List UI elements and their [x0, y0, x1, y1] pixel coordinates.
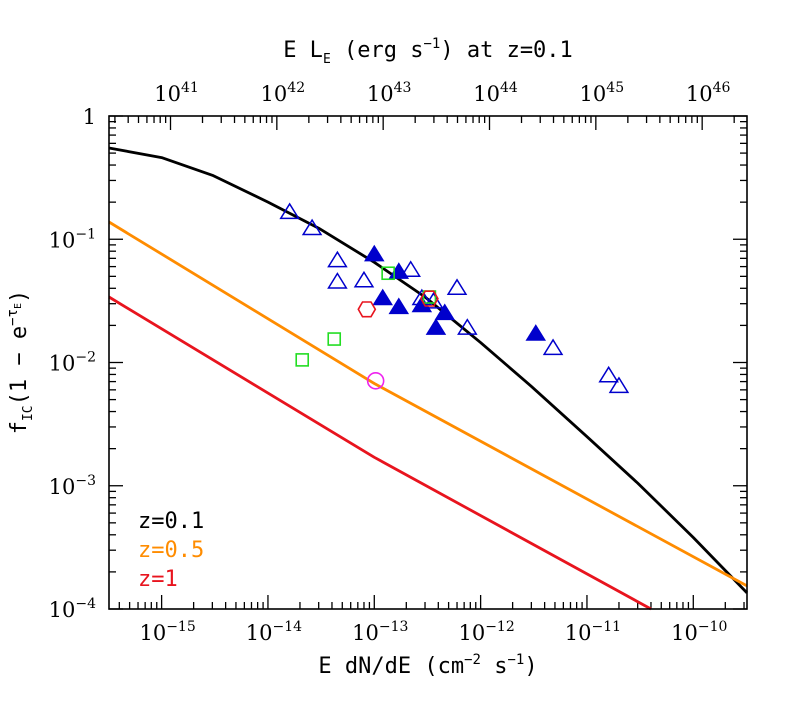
series-lines [108, 146, 749, 611]
x-tick-label: 10−13 [352, 619, 408, 645]
data-point-triangle-open [598, 365, 619, 383]
y-tick-label: 10−4 [49, 596, 96, 622]
series-line-z=0.5 [108, 220, 748, 588]
data-point-triangle-open [400, 260, 421, 277]
y-tick-label: 10−1 [49, 226, 96, 252]
data-point-square-open [295, 353, 310, 367]
series-line-z=1 [108, 295, 652, 611]
data-point-triangle-filled [425, 318, 447, 335]
data-point-triangle-open [279, 202, 300, 220]
data-point-triangle-filled [372, 288, 393, 306]
data-markers [279, 202, 630, 394]
data-point-triangle-open [327, 250, 348, 268]
top-tick-label: 1044 [473, 80, 518, 106]
data-point-triangle-open [457, 318, 478, 335]
x-tick-label: 10−10 [671, 619, 727, 645]
series-line-z=0.1 [108, 146, 749, 594]
data-point-triangle-filled [364, 244, 385, 262]
top-tick-label: 1046 [686, 80, 731, 106]
top-axis-label: E LE (erg s−1) at z=0.1 [283, 36, 573, 67]
x-tick-label: 10−14 [246, 619, 302, 645]
x-tick-label: 10−11 [565, 619, 621, 645]
data-point-triangle-open [301, 218, 323, 236]
y-tick-label: 1 [83, 105, 96, 129]
data-point-triangle-open [353, 270, 375, 288]
top-tick-label: 1045 [580, 80, 625, 106]
data-point-circle-open [366, 372, 385, 390]
data-point-hexagon-open [357, 301, 377, 318]
y-tick-label: 10−2 [49, 350, 96, 376]
x-tick-label: 10−12 [458, 619, 514, 645]
data-point-triangle-filled [388, 297, 410, 315]
legend: z=0.1 z=0.5 z=1 [138, 509, 204, 592]
data-point-triangle-open [327, 272, 348, 289]
top-tick-label: 1043 [367, 80, 412, 106]
x-tick-label: 10−15 [139, 619, 195, 645]
data-point-triangle-filled [525, 324, 547, 341]
legend-entry: z=0.1 [138, 509, 204, 534]
x-axis-label: E dN/dE (cm−2 s−1) [318, 652, 537, 679]
plot-frame [108, 115, 748, 610]
data-point-square-open [327, 332, 342, 346]
data-point-triangle-open [446, 278, 468, 295]
data-point-triangle-open [423, 292, 444, 309]
y-tick-label: 10−3 [49, 473, 96, 499]
y-axis-label: fIC(1 − e−τE) [5, 290, 36, 435]
data-point-triangle-filled [434, 303, 456, 321]
data-point-triangle-open [542, 338, 564, 356]
ticks [109, 115, 747, 610]
data-point-hexagon-open [419, 290, 439, 307]
legend-entry: z=0.5 [138, 538, 204, 563]
top-tick-label: 1041 [154, 80, 199, 106]
top-tick-label: 1042 [261, 80, 306, 106]
legend-entry: z=1 [138, 567, 178, 592]
data-point-square-open [381, 266, 395, 281]
data-point-triangle-filled [411, 295, 433, 313]
data-point-triangle-open [608, 376, 630, 394]
